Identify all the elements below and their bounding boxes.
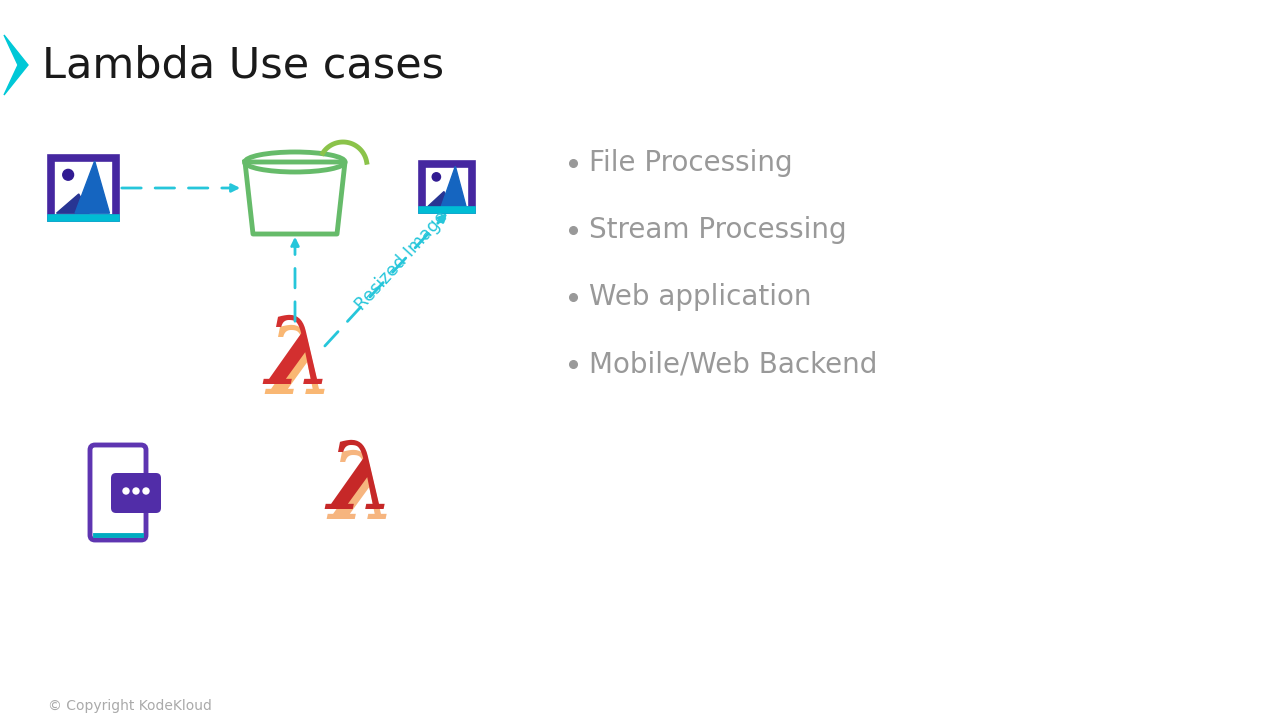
Text: λ: λ xyxy=(329,448,396,538)
Polygon shape xyxy=(56,194,90,213)
Circle shape xyxy=(123,488,129,494)
Circle shape xyxy=(433,173,440,181)
Polygon shape xyxy=(244,162,346,234)
Bar xyxy=(50,158,115,218)
Text: Mobile/Web Backend: Mobile/Web Backend xyxy=(589,350,877,378)
Circle shape xyxy=(63,169,73,180)
FancyBboxPatch shape xyxy=(111,473,161,513)
Circle shape xyxy=(143,488,148,494)
Circle shape xyxy=(133,488,140,494)
Polygon shape xyxy=(442,166,466,207)
Text: λ: λ xyxy=(326,438,393,528)
Text: Resized Image: Resized Image xyxy=(352,208,451,315)
Bar xyxy=(50,158,115,218)
Bar xyxy=(422,164,472,210)
Text: λ: λ xyxy=(265,313,332,403)
Polygon shape xyxy=(428,192,452,207)
Polygon shape xyxy=(76,161,110,213)
Text: File Processing: File Processing xyxy=(589,149,792,177)
Text: Lambda Use cases: Lambda Use cases xyxy=(42,44,444,86)
Text: © Copyright KodeKloud: © Copyright KodeKloud xyxy=(49,699,212,713)
Polygon shape xyxy=(4,35,28,95)
Bar xyxy=(422,164,472,210)
Text: Stream Processing: Stream Processing xyxy=(589,216,846,244)
FancyBboxPatch shape xyxy=(90,445,146,540)
Text: Web application: Web application xyxy=(589,283,812,311)
Text: λ: λ xyxy=(266,323,333,413)
